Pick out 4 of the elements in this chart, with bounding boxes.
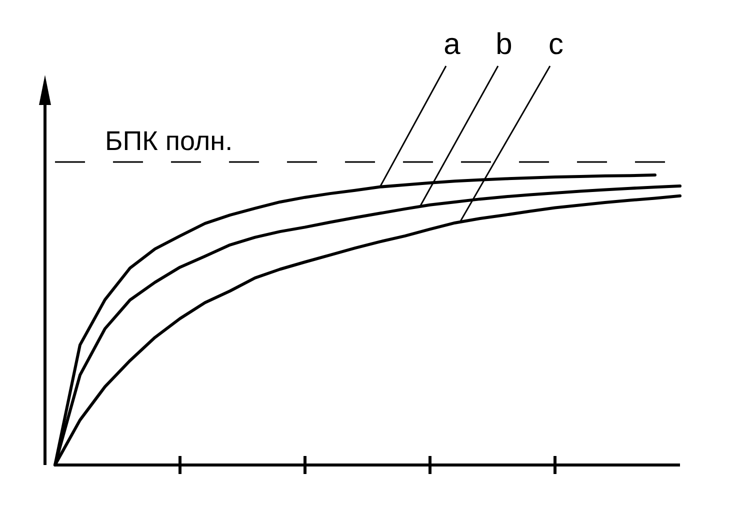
ref-line-label: БПК полн. — [105, 126, 233, 156]
text: a — [444, 28, 461, 61]
text: c — [548, 28, 564, 61]
text: b — [496, 28, 512, 61]
